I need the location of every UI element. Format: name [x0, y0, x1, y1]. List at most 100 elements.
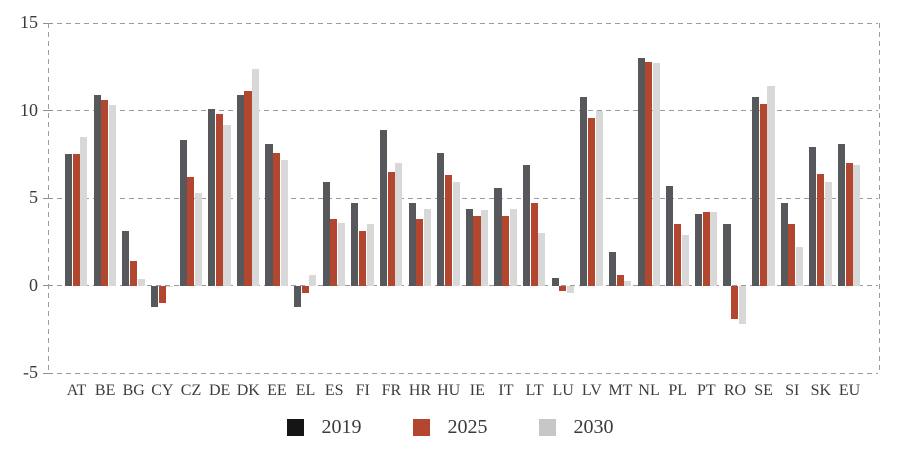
category-label-BE: BE — [94, 382, 116, 399]
bar-group-LV — [580, 23, 603, 373]
legend-label-2030: 2030 — [573, 416, 614, 438]
category-label-CZ: CZ — [180, 382, 202, 399]
category-label-SK: SK — [810, 382, 832, 399]
bar-SE-2019 — [752, 96, 760, 286]
bar-SK-2019 — [809, 147, 817, 286]
bar-FI-2025 — [358, 231, 367, 286]
legend-label-2019: 2019 — [321, 416, 362, 438]
bar-HU-2019 — [437, 152, 445, 286]
bar-ES-2019 — [322, 182, 330, 286]
bar-CY-2025 — [158, 285, 166, 303]
bar-PL-2025 — [673, 224, 681, 286]
bar-IE-2019 — [465, 208, 473, 286]
legend-item-2030: 2030 — [538, 415, 614, 439]
bar-CZ-2030 — [194, 192, 202, 286]
bar-group-PT — [694, 23, 718, 373]
bar-group-RO — [723, 23, 746, 373]
bar-LU-2030 — [567, 285, 575, 294]
gridline-y-5 — [48, 197, 878, 199]
category-label-LV: LV — [581, 382, 602, 399]
category-label-IE: IE — [469, 382, 485, 399]
bar-EL-2019 — [294, 285, 302, 307]
bar-LT-2019 — [523, 164, 531, 286]
bar-EL-2025 — [301, 285, 309, 293]
bar-ES-2030 — [337, 222, 346, 286]
bar-ES-2025 — [330, 219, 338, 286]
bar-group-IT — [494, 23, 517, 373]
bar-PT-2019 — [694, 213, 702, 286]
bar-AT-2025 — [72, 154, 80, 286]
bar-group-FI — [351, 23, 374, 373]
category-label-EU: EU — [838, 382, 861, 399]
legend: 2019 2025 2030 — [0, 415, 900, 439]
bar-group-HR — [408, 23, 432, 373]
bar-group-AT — [65, 23, 88, 373]
bar-EE-2030 — [280, 159, 288, 286]
bar-PL-2019 — [666, 185, 674, 286]
bar-group-SK — [809, 23, 832, 373]
bar-NL-2019 — [637, 58, 645, 286]
y-axis-tick-label: 15 — [20, 12, 38, 32]
bar-LV-2025 — [587, 117, 596, 286]
bar-EL-2030 — [309, 275, 317, 286]
bar-FR-2030 — [395, 163, 403, 286]
bar-CY-2030 — [166, 285, 174, 288]
bar-AT-2019 — [65, 154, 73, 286]
category-label-LT: LT — [525, 382, 544, 399]
bar-EE-2019 — [265, 143, 273, 286]
legend-swatch-2025 — [412, 418, 430, 436]
gridline-y--5 — [48, 372, 878, 374]
bar-BG-2025 — [129, 261, 137, 286]
bar-SI-2030 — [796, 247, 804, 286]
category-label-RO: RO — [723, 382, 747, 399]
category-label-PT: PT — [697, 382, 716, 399]
plot-area — [43, 22, 880, 374]
category-label-PL: PL — [668, 382, 688, 399]
category-label-CY: CY — [151, 382, 174, 399]
bar-MT-2019 — [608, 252, 617, 286]
category-label-NL: NL — [638, 382, 660, 399]
bar-EU-2030 — [853, 164, 861, 286]
category-label-DK: DK — [236, 382, 260, 399]
bar-BG-2019 — [122, 231, 130, 286]
bar-group-IE — [465, 23, 489, 373]
bar-DK-2030 — [252, 68, 260, 286]
bar-group-SE — [752, 23, 775, 373]
bar-HU-2030 — [452, 182, 460, 286]
bar-LV-2019 — [580, 96, 588, 286]
y-axis-tickmark — [43, 372, 52, 374]
category-label-IT: IT — [498, 382, 514, 399]
category-label-FI: FI — [355, 382, 370, 399]
category-label-LU: LU — [552, 382, 574, 399]
bar-group-EE — [265, 23, 288, 373]
legend-item-2019: 2019 — [286, 415, 362, 439]
bar-FI-2019 — [351, 203, 359, 286]
bar-RO-2019 — [723, 224, 731, 286]
category-label-ES: ES — [324, 382, 344, 399]
bar-LV-2030 — [595, 110, 603, 286]
bar-SE-2025 — [759, 103, 767, 286]
bar-MT-2025 — [616, 275, 624, 286]
bar-IT-2030 — [509, 208, 517, 286]
category-label-BG: BG — [122, 382, 145, 399]
legend-swatch-2019 — [286, 418, 304, 436]
bar-LU-2025 — [559, 285, 567, 291]
plot-border-right — [878, 23, 880, 373]
bar-group-HU — [437, 23, 460, 373]
bar-group-EU — [838, 23, 861, 373]
bar-PL-2030 — [681, 234, 689, 286]
bar-BE-2030 — [108, 105, 117, 286]
bar-group-MT — [608, 23, 632, 373]
bar-FI-2030 — [366, 224, 374, 286]
bar-HU-2025 — [444, 175, 452, 286]
bar-BG-2030 — [137, 278, 145, 286]
category-label-DE: DE — [208, 382, 231, 399]
gridline-y-15 — [48, 22, 878, 24]
bar-AT-2030 — [80, 136, 88, 286]
bar-DK-2025 — [244, 91, 252, 286]
bar-group-DK — [236, 23, 260, 373]
plot-border-left — [47, 23, 49, 373]
bar-SI-2019 — [780, 203, 788, 286]
bar-NL-2030 — [652, 63, 660, 286]
bar-HR-2019 — [408, 203, 416, 286]
